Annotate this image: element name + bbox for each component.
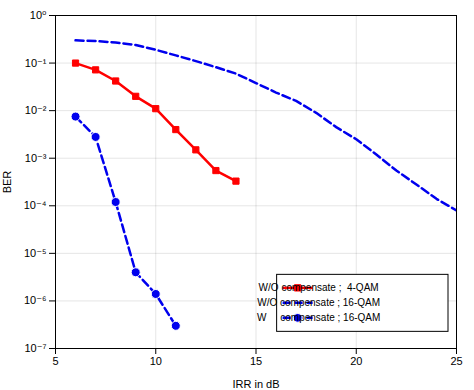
svg-text:BER: BER xyxy=(1,171,13,194)
svg-text:IRR in dB: IRR in dB xyxy=(232,378,279,390)
svg-text:10: 10 xyxy=(150,355,162,367)
svg-text:10⁻³: 10⁻³ xyxy=(25,152,47,164)
svg-text:10⁻⁵: 10⁻⁵ xyxy=(24,247,47,259)
svg-text:5: 5 xyxy=(52,355,58,367)
svg-text:W/O compensate ; 16-QAM: W/O compensate ; 16-QAM xyxy=(257,297,380,308)
svg-text:15: 15 xyxy=(250,355,262,367)
svg-text:10⁻²: 10⁻² xyxy=(25,104,47,116)
svg-text:W/O compensate ; 4-QAM: W/O compensate ; 4-QAM xyxy=(259,282,379,293)
svg-text:W compensate ; 16-QAM: W compensate ; 16-QAM xyxy=(257,312,380,323)
svg-text:10⁻⁷: 10⁻⁷ xyxy=(24,342,46,354)
svg-text:20: 20 xyxy=(350,355,362,367)
svg-text:10⁰: 10⁰ xyxy=(30,9,47,21)
svg-text:10⁻¹: 10⁻¹ xyxy=(25,57,47,69)
svg-text:10⁻⁴: 10⁻⁴ xyxy=(24,199,47,211)
svg-text:25: 25 xyxy=(450,355,462,367)
svg-text:10⁻⁶: 10⁻⁶ xyxy=(24,294,47,306)
